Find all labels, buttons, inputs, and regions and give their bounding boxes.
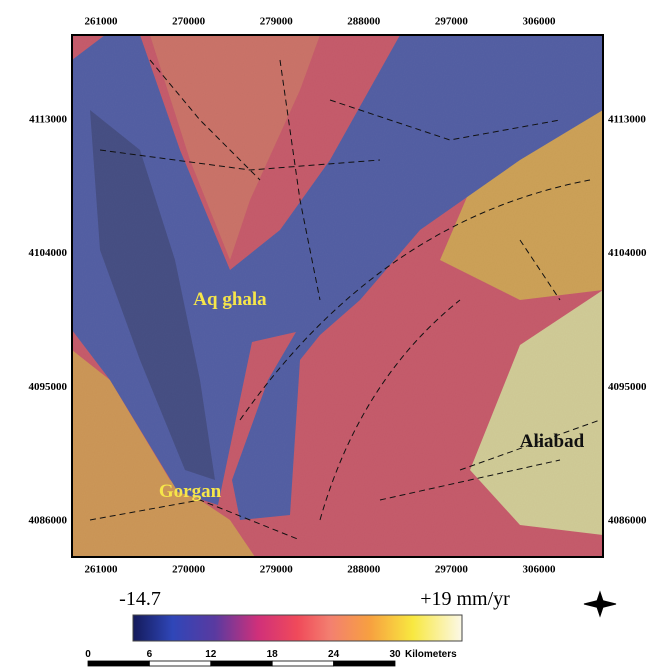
legend-max: +19 mm/yr <box>420 588 510 610</box>
scale-label: 6 <box>147 649 153 660</box>
x-tick-label: 261000 <box>85 564 119 576</box>
y-tick-label: 4086000 <box>608 515 647 527</box>
x-tick-label: 306000 <box>523 16 557 28</box>
x-tick-label: 261000 <box>85 16 119 28</box>
place-label: Gorgan <box>159 481 222 502</box>
scale-segment <box>210 660 273 667</box>
x-tick-label: 288000 <box>347 564 381 576</box>
y-tick-label: 4086000 <box>29 515 68 527</box>
y-tick-label: 4113000 <box>29 114 67 126</box>
x-tick-label: 297000 <box>435 564 469 576</box>
y-tick-label: 4095000 <box>608 381 647 393</box>
y-tick-label: 4095000 <box>29 381 68 393</box>
scale-label: 18 <box>267 649 279 660</box>
scale-segment <box>271 660 335 667</box>
color-bar <box>132 614 463 642</box>
north-arrow <box>583 590 617 618</box>
legend-min: -14.7 <box>119 588 161 610</box>
x-tick-label: 288000 <box>347 16 381 28</box>
x-tick-label: 306000 <box>523 564 557 576</box>
place-label: Aliabad <box>520 431 585 452</box>
scale-segment <box>87 660 150 667</box>
scale-label: 30 <box>389 649 401 660</box>
x-tick-label: 297000 <box>435 16 469 28</box>
scale-label: 24 <box>328 649 340 660</box>
place-label: Aq ghala <box>193 289 267 310</box>
fault-lines <box>89 59 601 541</box>
scale-segment <box>148 660 212 667</box>
map-frame <box>71 34 604 558</box>
x-tick-label: 270000 <box>172 16 206 28</box>
scale-label: 0 <box>85 649 91 660</box>
scale-label: 12 <box>205 649 217 660</box>
velocity-map <box>72 35 603 557</box>
x-tick-label: 279000 <box>260 16 294 28</box>
scale-unit: Kilometers <box>405 649 457 660</box>
y-tick-label: 4104000 <box>29 247 68 259</box>
x-tick-label: 279000 <box>260 564 294 576</box>
x-tick-label: 270000 <box>172 564 206 576</box>
y-tick-label: 4104000 <box>608 247 647 259</box>
scale-segment <box>333 660 396 667</box>
y-tick-label: 4113000 <box>608 114 646 126</box>
